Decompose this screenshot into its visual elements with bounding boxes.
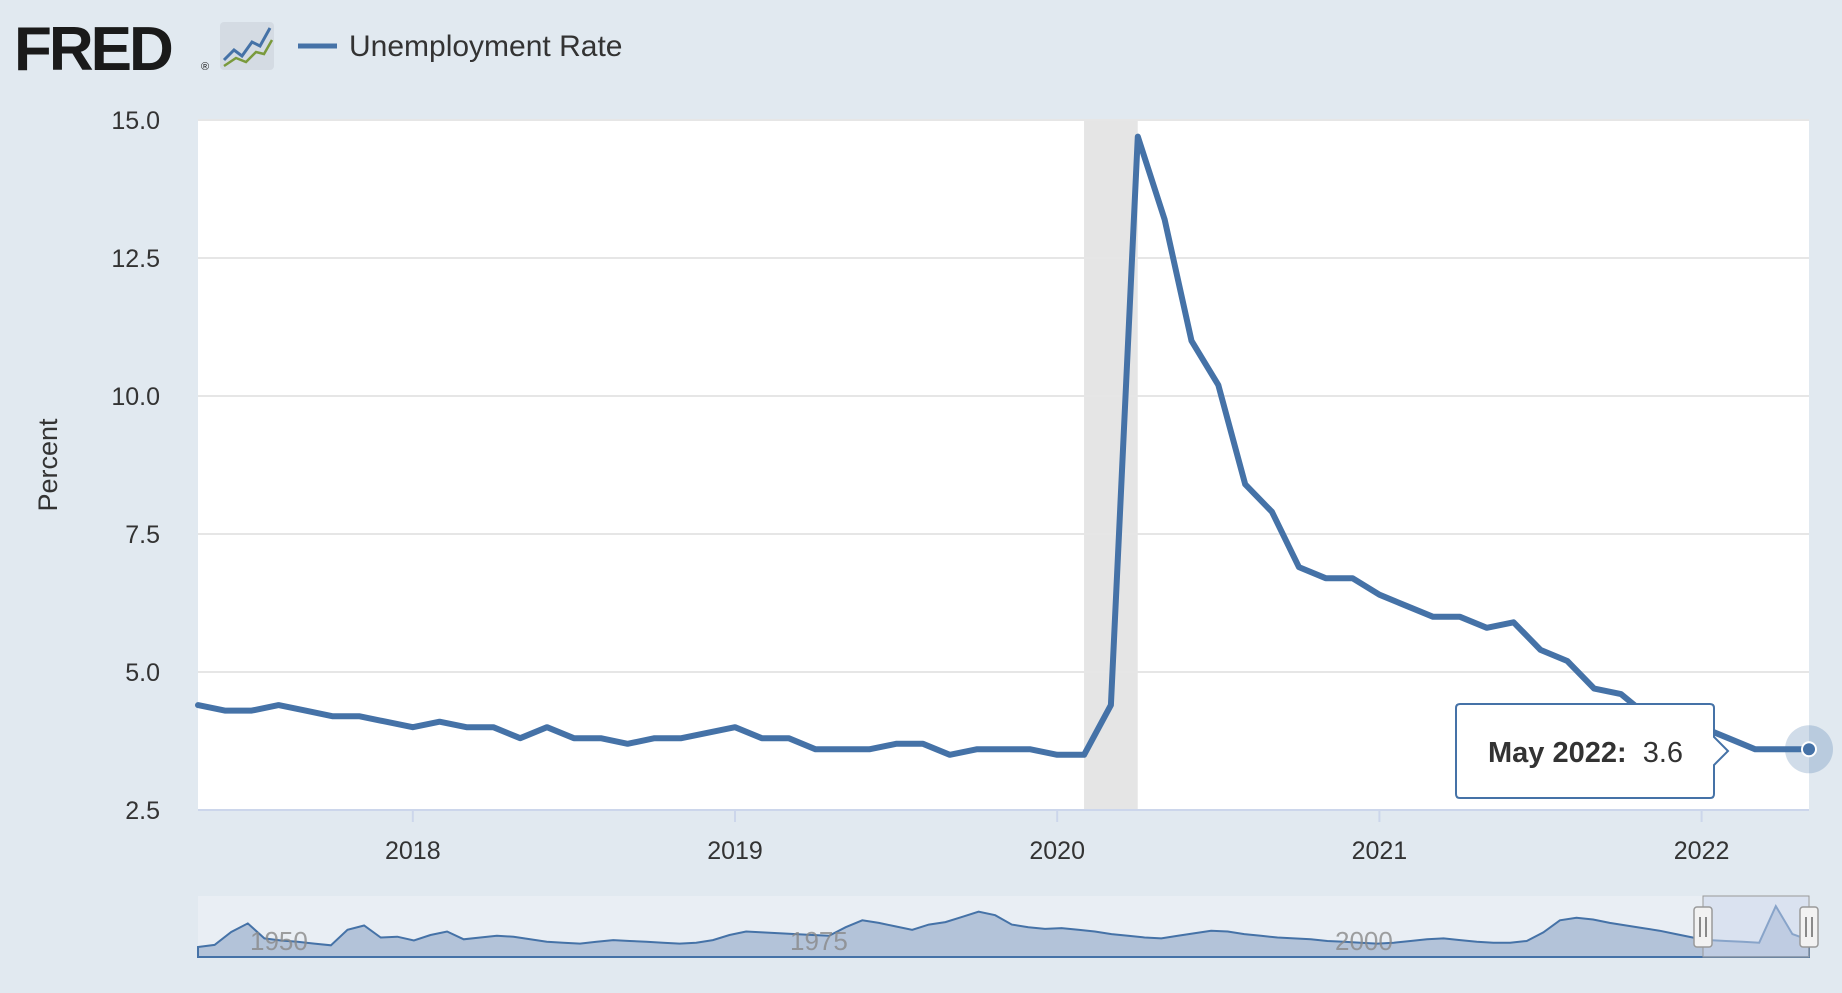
x-tick-label: 2019 (707, 837, 763, 865)
navigator-handle-right[interactable] (1799, 906, 1819, 948)
x-tick-label: 2021 (1352, 837, 1408, 865)
x-tick-label: 2018 (385, 837, 441, 865)
plot-area[interactable] (198, 120, 1809, 810)
x-axis: 2018 2019 2020 2021 2022 (385, 810, 1729, 865)
tooltip-box (1455, 703, 1730, 799)
y-tick-label: 12.5 (111, 245, 160, 273)
tooltip-label: May 2022: (1488, 737, 1627, 769)
fred-logo-text: FRED (14, 15, 172, 84)
legend-label: Unemployment Rate (349, 30, 622, 63)
navigator-tick-labels: 1950 1975 2000 (250, 926, 1393, 956)
legend[interactable]: Unemployment Rate (298, 30, 622, 63)
navigator-handle-left[interactable] (1693, 906, 1713, 948)
y-tick-label: 7.5 (125, 521, 160, 549)
y-tick-label: 5.0 (125, 659, 160, 687)
y-tick-label: 15.0 (111, 107, 160, 135)
handle-grip[interactable] (1693, 906, 1713, 948)
x-tick-label: 2020 (1029, 837, 1085, 865)
series-layer (195, 133, 1812, 758)
tooltip-value: 3.6 (1643, 737, 1683, 769)
unemployment-rate-line (195, 133, 1812, 758)
fred-logo[interactable]: FRED ® (14, 15, 274, 84)
point-layer (1785, 725, 1833, 774)
y-axis-label: Percent (33, 418, 63, 512)
navigator-tick-label: 2000 (1335, 926, 1393, 956)
registered-mark: ® (201, 61, 209, 73)
trend-chart-icon (220, 22, 274, 70)
tooltip-text: May 2022: 3.6 (1488, 737, 1683, 769)
navigator-tick-label: 1975 (790, 926, 848, 956)
y-axis: 2.5 5.0 7.5 10.0 12.5 15.0 (111, 107, 160, 825)
handle-grip[interactable] (1799, 906, 1819, 948)
navigator-selection[interactable] (1702, 895, 1810, 958)
hover-point[interactable] (1801, 741, 1817, 758)
navigator-series-area (197, 903, 1810, 958)
y-tick-label: 10.0 (111, 383, 160, 411)
navigator-tick-label: 1950 (250, 926, 308, 956)
grid-layer (198, 119, 1809, 811)
navigator[interactable]: 1950 1975 2000 (197, 895, 1819, 958)
y-tick-label: 2.5 (125, 797, 160, 825)
x-tick-label: 2022 (1674, 837, 1730, 865)
tooltip: May 2022: 3.6 (1455, 703, 1730, 799)
